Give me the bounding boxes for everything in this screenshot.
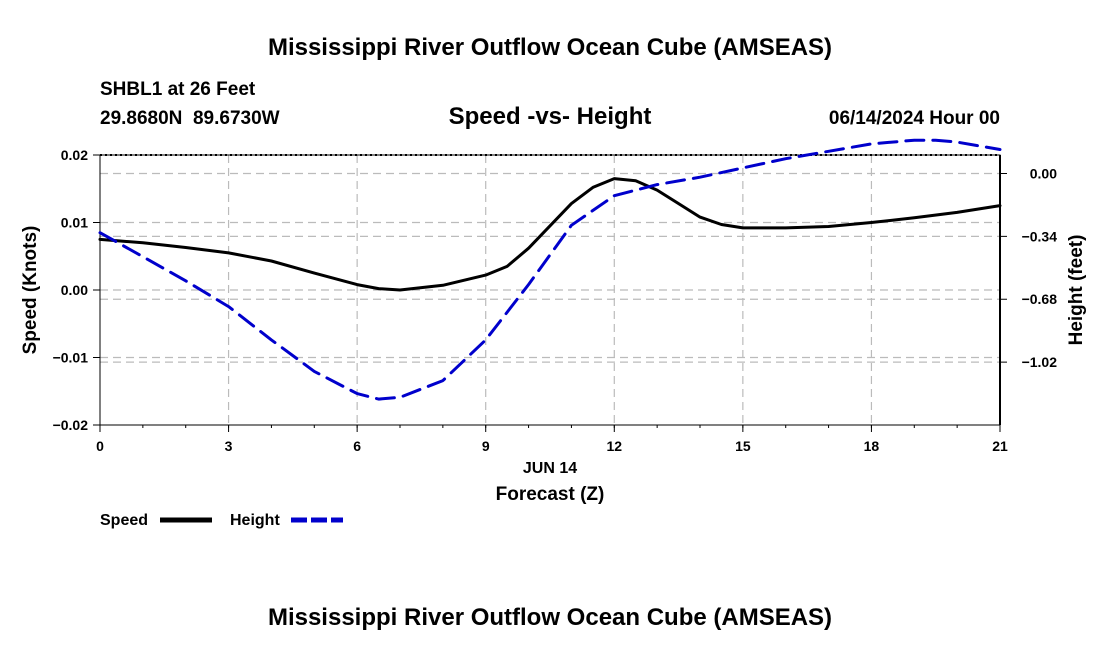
y-left-tick-label: 0.01 xyxy=(61,215,88,231)
grid xyxy=(100,155,1000,425)
y-left-tick-label: 0.00 xyxy=(61,282,88,298)
y-right-tick-label: 0.00 xyxy=(1030,165,1057,181)
y-right-tick-label: −1.02 xyxy=(1022,354,1058,370)
x-tick-label: 3 xyxy=(225,438,233,454)
y-left-tick-label: −0.02 xyxy=(53,417,89,433)
legend-height-label: Height xyxy=(230,512,280,529)
y-right-axis-label: Height (feet) xyxy=(1066,235,1087,346)
bottom-title: Mississippi River Outflow Ocean Cube (AM… xyxy=(268,604,832,631)
y-left-axis-label: Speed (Knots) xyxy=(20,226,41,355)
x-tick-label: 0 xyxy=(96,438,104,454)
y-left-tick-label: 0.02 xyxy=(61,147,88,163)
forecast-datetime: 06/14/2024 Hour 00 xyxy=(829,108,1000,129)
legend-speed-label: Speed xyxy=(100,512,148,529)
x-axis-label: Forecast (Z) xyxy=(496,484,605,505)
x-tick-label: 12 xyxy=(606,438,622,454)
station-label: SHBL1 at 26 Feet xyxy=(100,79,256,100)
y-right-tick-label: −0.34 xyxy=(1022,228,1058,244)
x-tick-label: 15 xyxy=(735,438,751,454)
series-height-line xyxy=(98,138,1002,401)
series-speed-line xyxy=(98,177,1002,292)
station-coordinates: 29.8680N 89.6730W xyxy=(100,108,280,129)
x-tick-label: 6 xyxy=(353,438,361,454)
y-left-tick-label: −0.01 xyxy=(53,350,89,366)
y-right-tick-label: −0.68 xyxy=(1022,291,1058,307)
axis-ticks: 0 3 6 9 12 15 18 21 0.02 0.01 0.00 −0.01 −0.02 0.00 −0… xyxy=(53,147,1058,454)
x-tick-label: 21 xyxy=(992,438,1008,454)
top-title: Mississippi River Outflow Ocean Cube (AM… xyxy=(268,34,832,61)
series-lines xyxy=(98,138,1002,401)
x-tick-label: 9 xyxy=(482,438,490,454)
chart-subtitle: Speed -vs- Height xyxy=(449,103,652,130)
x-date-label: JUN 14 xyxy=(523,460,577,477)
x-tick-label: 18 xyxy=(864,438,880,454)
legend: Speed Height xyxy=(100,512,343,529)
